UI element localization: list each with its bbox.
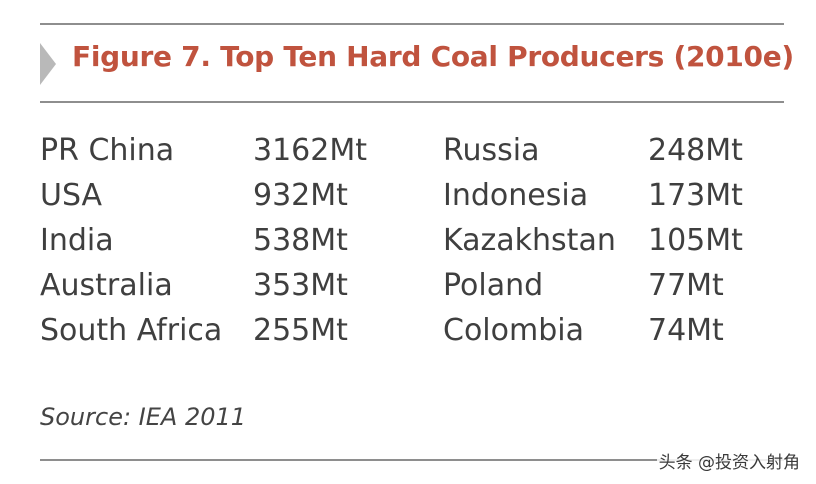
- country-name: South Africa: [40, 313, 223, 348]
- production-value: 173Mt: [648, 178, 743, 213]
- country-name: Poland: [443, 268, 544, 303]
- table-row: USA 932Mt Indonesia 173Mt: [0, 176, 816, 216]
- bottom-rule: [40, 459, 784, 461]
- source-note: Source: IEA 2011: [40, 403, 247, 431]
- country-name: Indonesia: [443, 178, 589, 213]
- production-value: 932Mt: [253, 178, 348, 213]
- table-row: South Africa 255Mt Colombia 74Mt: [0, 311, 816, 351]
- figure-title: Figure 7. Top Ten Hard Coal Producers (2…: [72, 40, 794, 73]
- country-name: USA: [40, 178, 103, 213]
- table-row: PR China 3162Mt Russia 248Mt: [0, 131, 816, 171]
- top-rule: [40, 23, 784, 25]
- country-name: Kazakhstan: [443, 223, 616, 258]
- production-value: 74Mt: [648, 313, 724, 348]
- title-divider: [40, 101, 784, 103]
- production-value: 3162Mt: [253, 133, 367, 168]
- production-value: 77Mt: [648, 268, 724, 303]
- production-value: 538Mt: [253, 223, 348, 258]
- country-name: India: [40, 223, 114, 258]
- production-value: 255Mt: [253, 313, 348, 348]
- arrow-icon: [40, 43, 56, 85]
- country-name: Russia: [443, 133, 540, 168]
- country-name: Australia: [40, 268, 173, 303]
- country-name: Colombia: [443, 313, 584, 348]
- watermark: 头条 @投资入射角: [656, 448, 802, 473]
- country-name: PR China: [40, 133, 175, 168]
- production-value: 353Mt: [253, 268, 348, 303]
- table-row: Australia 353Mt Poland 77Mt: [0, 266, 816, 306]
- table-row: India 538Mt Kazakhstan 105Mt: [0, 221, 816, 261]
- production-value: 248Mt: [648, 133, 743, 168]
- production-value: 105Mt: [648, 223, 743, 258]
